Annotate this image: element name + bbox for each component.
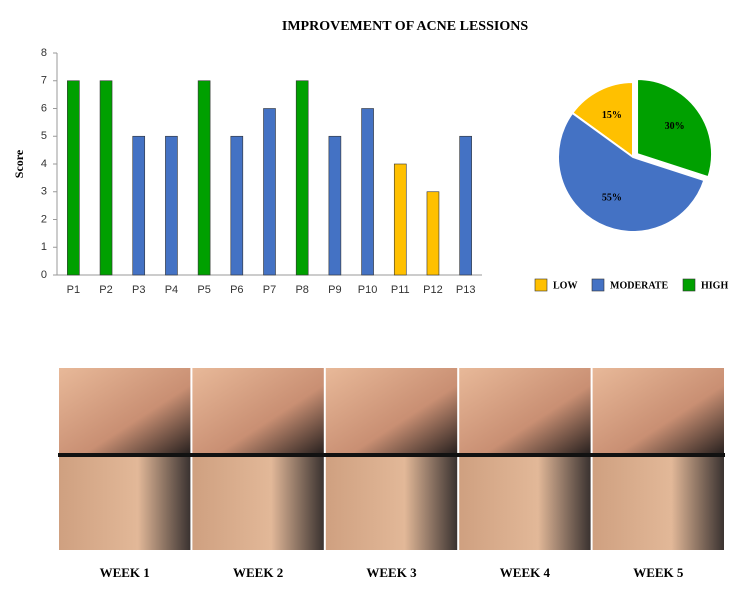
legend-swatch (591, 278, 605, 292)
y-tick-label: 8 (41, 47, 47, 59)
x-tick-label: P1 (67, 284, 80, 296)
photo (592, 457, 724, 550)
pie-slice (557, 111, 706, 233)
bar (132, 135, 146, 276)
photo (459, 457, 591, 550)
x-tick-label: P12 (423, 284, 443, 296)
pie-label: 55% (602, 193, 622, 204)
x-tick-label: P5 (197, 284, 210, 296)
y-tick-label: 7 (41, 75, 47, 87)
bar (328, 135, 342, 276)
legend-label: LOW (553, 280, 577, 291)
bar (165, 135, 178, 276)
chart-title: IMPROVEMENT OF ACNE LESSIONS (282, 19, 528, 34)
x-tick-label: P3 (132, 284, 145, 296)
legend-swatch (534, 278, 548, 292)
bar (263, 108, 276, 276)
y-tick-label: 6 (41, 102, 47, 114)
photo (192, 457, 324, 550)
photo (59, 368, 191, 453)
photo-grid (58, 368, 725, 550)
x-tick-label: P8 (295, 284, 308, 296)
x-tick-label: P4 (165, 284, 178, 296)
legend-swatch (682, 278, 696, 292)
y-axis-label: Score (12, 149, 26, 178)
week-label: WEEK 2 (233, 565, 283, 580)
y-tick-label: 4 (41, 158, 47, 170)
pie-slice (570, 80, 634, 159)
bar (67, 80, 80, 276)
pie-label: 30% (665, 121, 685, 132)
x-tick-label: P2 (99, 284, 112, 296)
bar (295, 80, 309, 276)
legend-label: HIGH (701, 280, 728, 291)
week-label: WEEK 5 (633, 565, 684, 580)
week-label: WEEK 1 (100, 565, 150, 580)
x-tick-label: P6 (230, 284, 243, 296)
pie-slice (636, 78, 714, 179)
bar (426, 191, 440, 276)
y-tick-label: 2 (41, 213, 47, 225)
bar (99, 80, 113, 276)
pie-label: 15% (602, 110, 622, 121)
legend-label: MODERATE (610, 280, 668, 291)
bar (361, 108, 374, 276)
photo (459, 368, 591, 453)
week-label: WEEK 4 (500, 565, 551, 580)
bar (393, 163, 407, 276)
bar (459, 135, 472, 276)
x-tick-label: P11 (391, 284, 410, 296)
y-tick-label: 0 (41, 269, 47, 281)
x-tick-label: P9 (328, 284, 341, 296)
x-tick-label: P7 (263, 284, 276, 296)
photo (325, 368, 458, 453)
week-label: WEEK 3 (366, 565, 417, 580)
photo (192, 368, 324, 453)
photo (59, 457, 191, 550)
y-tick-label: 3 (41, 186, 47, 198)
photo (592, 368, 724, 453)
x-tick-label: P13 (456, 284, 476, 296)
y-tick-label: 5 (41, 130, 47, 142)
photo (325, 457, 458, 550)
x-tick-label: P10 (358, 284, 378, 296)
bar (230, 135, 244, 276)
bar (197, 80, 211, 276)
y-tick-label: 1 (41, 241, 47, 253)
photo-divider (58, 453, 725, 457)
